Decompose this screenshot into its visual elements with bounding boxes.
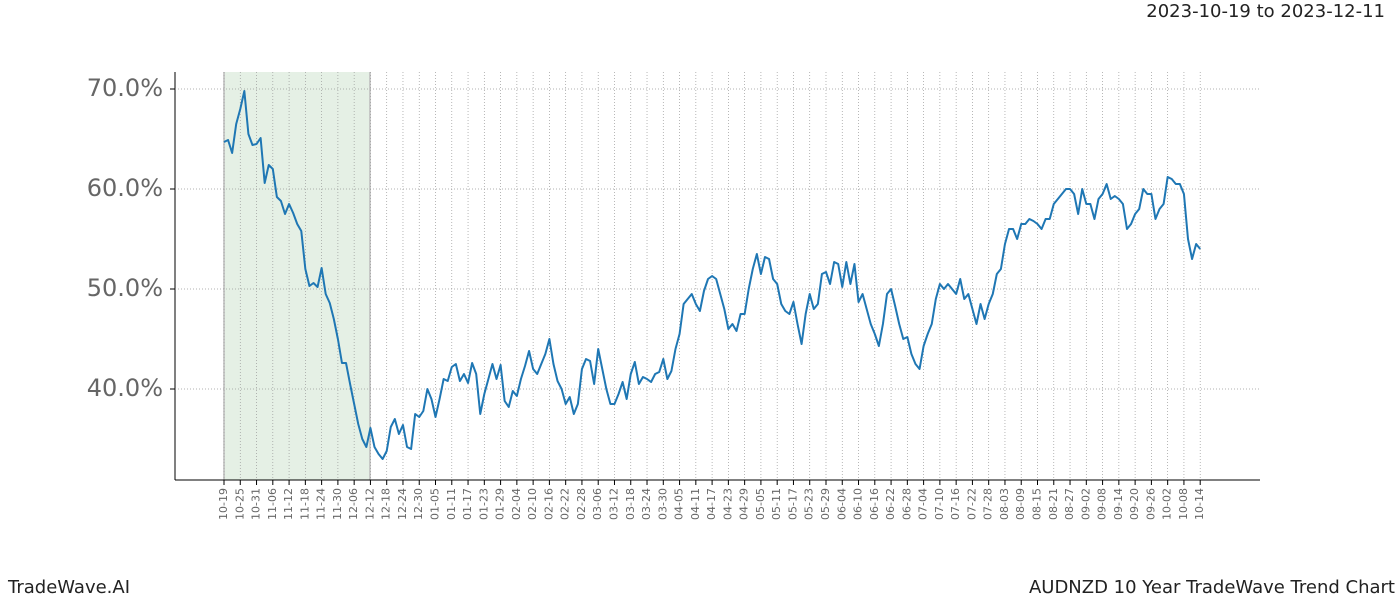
x-tick-label: 03-24: [640, 488, 653, 520]
x-tick-label: 12-06: [347, 488, 360, 520]
x-tick-label: 12-12: [363, 488, 376, 520]
x-tick-label: 04-17: [705, 488, 718, 520]
x-tick-label: 03-12: [607, 488, 620, 520]
x-tick-label: 02-16: [542, 488, 555, 520]
x-tick-label: 08-03: [998, 488, 1011, 520]
x-tick-label: 11-06: [266, 488, 279, 520]
x-tick-label: 06-22: [884, 488, 897, 520]
x-tick-label: 11-24: [315, 488, 328, 520]
x-tick-label: 05-11: [770, 488, 783, 520]
x-tick-label: 10-08: [1177, 488, 1190, 520]
x-tick-label: 12-30: [412, 488, 425, 520]
x-tick-label: 09-26: [1144, 488, 1157, 520]
x-tick-label: 02-04: [510, 488, 523, 520]
x-tick-label: 08-15: [1031, 488, 1044, 520]
x-tick-label: 03-18: [624, 488, 637, 520]
x-tick-label: 10-19: [217, 488, 230, 520]
y-tick-label: 70.0%: [87, 74, 163, 102]
x-tick-label: 05-23: [803, 488, 816, 520]
x-tick-label: 01-17: [461, 488, 474, 520]
x-tick-label: 06-10: [852, 488, 865, 520]
x-tick-label: 06-28: [900, 488, 913, 520]
highlight-range: [224, 72, 370, 480]
x-tick-label: 05-05: [754, 488, 767, 520]
x-tick-label: 08-09: [1014, 488, 1027, 520]
x-tick-label: 10-25: [233, 488, 246, 520]
x-tick-label: 06-04: [835, 488, 848, 520]
x-tick-label: 12-18: [380, 488, 393, 520]
x-tick-label: 12-24: [396, 488, 409, 520]
x-tick-label: 06-16: [868, 488, 881, 520]
x-tick-label: 07-28: [982, 488, 995, 520]
x-tick-label: 09-20: [1128, 488, 1141, 520]
x-tick-label: 05-29: [819, 488, 832, 520]
x-tick-label: 08-21: [1047, 488, 1060, 520]
x-tick-label: 03-06: [591, 488, 604, 520]
x-tick-label: 09-08: [1096, 488, 1109, 520]
x-tick-label: 07-22: [965, 488, 978, 520]
x-tick-label: 02-10: [526, 488, 539, 520]
x-tick-label: 09-14: [1112, 488, 1125, 520]
x-tick-label: 02-22: [559, 488, 572, 520]
x-tick-label: 02-28: [575, 488, 588, 520]
x-tick-label: 10-02: [1161, 488, 1174, 520]
x-tick-label: 07-04: [917, 488, 930, 520]
x-tick-label: 11-30: [331, 488, 344, 520]
chart-title: AUDNZD 10 Year TradeWave Trend Chart: [1029, 577, 1395, 598]
brand: TradeWave.AI: [7, 577, 130, 598]
x-tick-label: 09-02: [1079, 488, 1092, 520]
x-tick-label: 04-05: [673, 488, 686, 520]
x-tick-label: 04-23: [721, 488, 734, 520]
x-tick-label: 07-10: [933, 488, 946, 520]
trend-line: [223, 90, 1201, 460]
x-tick-label: 01-11: [445, 488, 458, 520]
x-tick-label: 10-14: [1193, 488, 1206, 520]
x-tick-label: 11-18: [298, 488, 311, 520]
x-tick-label: 01-05: [429, 488, 442, 520]
x-tick-label: 01-23: [477, 488, 490, 520]
x-tick-label: 04-11: [689, 488, 702, 520]
x-tick-label: 11-12: [282, 488, 295, 520]
y-tick-label: 60.0%: [87, 174, 163, 202]
x-tick-label: 04-29: [738, 488, 751, 520]
x-tick-label: 05-17: [786, 488, 799, 520]
x-tick-label: 01-29: [494, 488, 507, 520]
x-tick-label: 07-16: [949, 488, 962, 520]
date-range: 2023-10-19 to 2023-12-11: [1146, 1, 1385, 22]
x-tick-label: 10-31: [250, 488, 263, 520]
y-tick-label: 50.0%: [87, 274, 163, 302]
x-tick-label: 08-27: [1063, 488, 1076, 520]
y-tick-label: 40.0%: [87, 374, 163, 402]
x-tick-label: 03-30: [656, 488, 669, 520]
